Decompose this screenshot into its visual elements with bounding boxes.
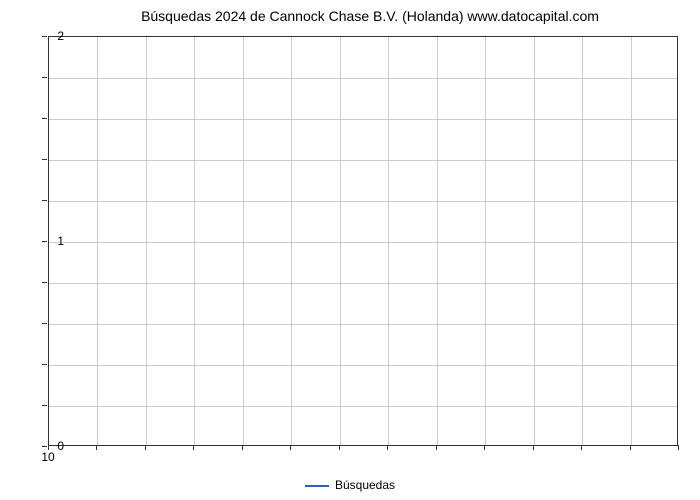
- x-tick: [145, 445, 146, 450]
- x-tick: [193, 445, 194, 450]
- y-axis-label: 1: [44, 234, 64, 248]
- gridline-v: [388, 37, 389, 445]
- x-tick: [484, 445, 485, 450]
- x-tick: [96, 445, 97, 450]
- y-tick: [42, 159, 47, 160]
- gridline-v: [97, 37, 98, 445]
- y-tick: [42, 200, 47, 201]
- gridline-v: [582, 37, 583, 445]
- legend-swatch: [305, 485, 329, 487]
- x-tick: [581, 445, 582, 450]
- gridline-v: [340, 37, 341, 445]
- y-axis-label: 2: [44, 29, 64, 43]
- x-tick: [533, 445, 534, 450]
- y-tick: [42, 364, 47, 365]
- x-tick: [290, 445, 291, 450]
- legend-label: Búsquedas: [335, 478, 395, 492]
- x-tick: [339, 445, 340, 450]
- y-tick: [42, 323, 47, 324]
- gridline-v: [194, 37, 195, 445]
- x-tick: [436, 445, 437, 450]
- legend: Búsquedas: [0, 478, 700, 492]
- x-tick: [242, 445, 243, 450]
- gridline-v: [146, 37, 147, 445]
- gridline-v: [534, 37, 535, 445]
- y-tick: [42, 77, 47, 78]
- plot-area: [48, 36, 678, 446]
- gridline-v: [631, 37, 632, 445]
- gridline-v: [485, 37, 486, 445]
- chart-container: Búsquedas 2024 de Cannock Chase B.V. (Ho…: [0, 8, 700, 500]
- y-tick: [42, 282, 47, 283]
- x-tick: [630, 445, 631, 450]
- x-tick: [678, 445, 679, 450]
- y-tick: [42, 405, 47, 406]
- gridline-v: [291, 37, 292, 445]
- gridline-v: [437, 37, 438, 445]
- y-tick: [42, 118, 47, 119]
- x-tick: [387, 445, 388, 450]
- chart-title: Búsquedas 2024 de Cannock Chase B.V. (Ho…: [0, 8, 700, 24]
- gridline-v: [243, 37, 244, 445]
- x-axis-label: 10: [41, 450, 54, 464]
